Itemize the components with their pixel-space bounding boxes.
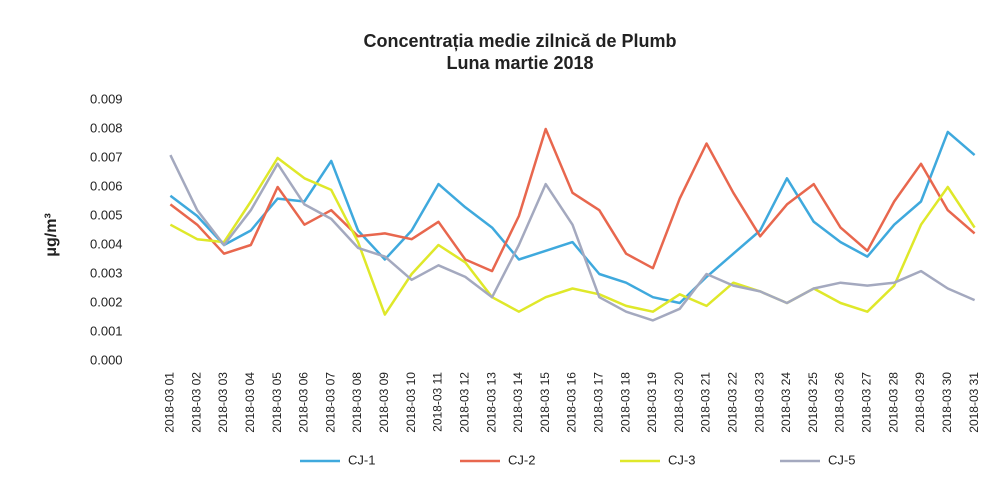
x-tick-label: 2018-03 21 [699,372,713,433]
x-tick-label: 2018-03 27 [860,372,874,433]
x-tick-label: 2018-03 01 [163,372,177,433]
x-tick-label: 2018-03 24 [779,372,793,433]
legend-label: CJ-5 [828,452,855,467]
legend-label: CJ-1 [348,452,375,467]
y-tick-label: 0.006 [90,178,123,193]
y-tick-label: 0.003 [90,265,123,280]
line-series [169,130,976,305]
y-tick-label: 0.004 [90,236,123,251]
y-tick-label: 0.008 [90,120,123,135]
x-tick-label: 2018-03 18 [618,372,632,433]
x-tick-label: 2018-03 14 [511,372,525,433]
line-series [169,156,976,316]
legend-label: CJ-2 [508,452,535,467]
chart-subtitle: Luna martie 2018 [446,53,593,73]
x-tick-label: 2018-03 29 [913,372,927,433]
x-tick-label: 2018-03 02 [189,372,203,433]
y-tick-label: 0.007 [90,149,123,164]
x-tick-label: 2018-03 25 [806,372,820,433]
y-axis-label: μg/m³ [43,213,60,257]
x-tick-label: 2018-03 05 [270,372,284,433]
x-tick-label: 2018-03 17 [591,372,605,433]
x-tick-label: 2018-03 22 [726,372,740,433]
x-tick-label: 2018-03 23 [752,372,766,433]
chart-title: Concentrația medie zilnică de Plumb [363,31,676,51]
x-tick-label: 2018-03 13 [484,372,498,433]
y-tick-label: 0.002 [90,294,123,309]
x-tick-label: 2018-03 04 [243,372,257,433]
x-tick-label: 2018-03 08 [350,372,364,433]
x-tick-label: 2018-03 30 [940,372,954,433]
x-tick-label: 2018-03 10 [404,372,418,433]
y-tick-label: 0.009 [90,91,123,106]
x-tick-label: 2018-03 26 [833,372,847,433]
x-tick-label: 2018-03 31 [967,372,981,433]
x-tick-label: 2018-03 07 [323,372,337,433]
x-tick-label: 2018-03 12 [457,372,471,433]
x-tick-label: 2018-03 19 [645,372,659,433]
x-tick-label: 2018-03 11 [431,372,445,432]
x-tick-label: 2018-03 20 [672,372,686,433]
x-tick-label: 2018-03 15 [538,372,552,433]
x-tick-label: 2018-03 06 [297,372,311,433]
line-series [169,154,976,322]
y-tick-label: 0.001 [90,323,123,338]
y-tick-label: 0.005 [90,207,123,222]
x-tick-label: 2018-03 28 [886,372,900,433]
legend-label: CJ-3 [668,452,695,467]
y-tick-label: 0.000 [90,352,123,367]
line-series [169,127,976,273]
x-tick-label: 2018-03 09 [377,372,391,433]
x-tick-label: 2018-03 16 [565,372,579,433]
x-tick-label: 2018-03 03 [216,372,230,433]
